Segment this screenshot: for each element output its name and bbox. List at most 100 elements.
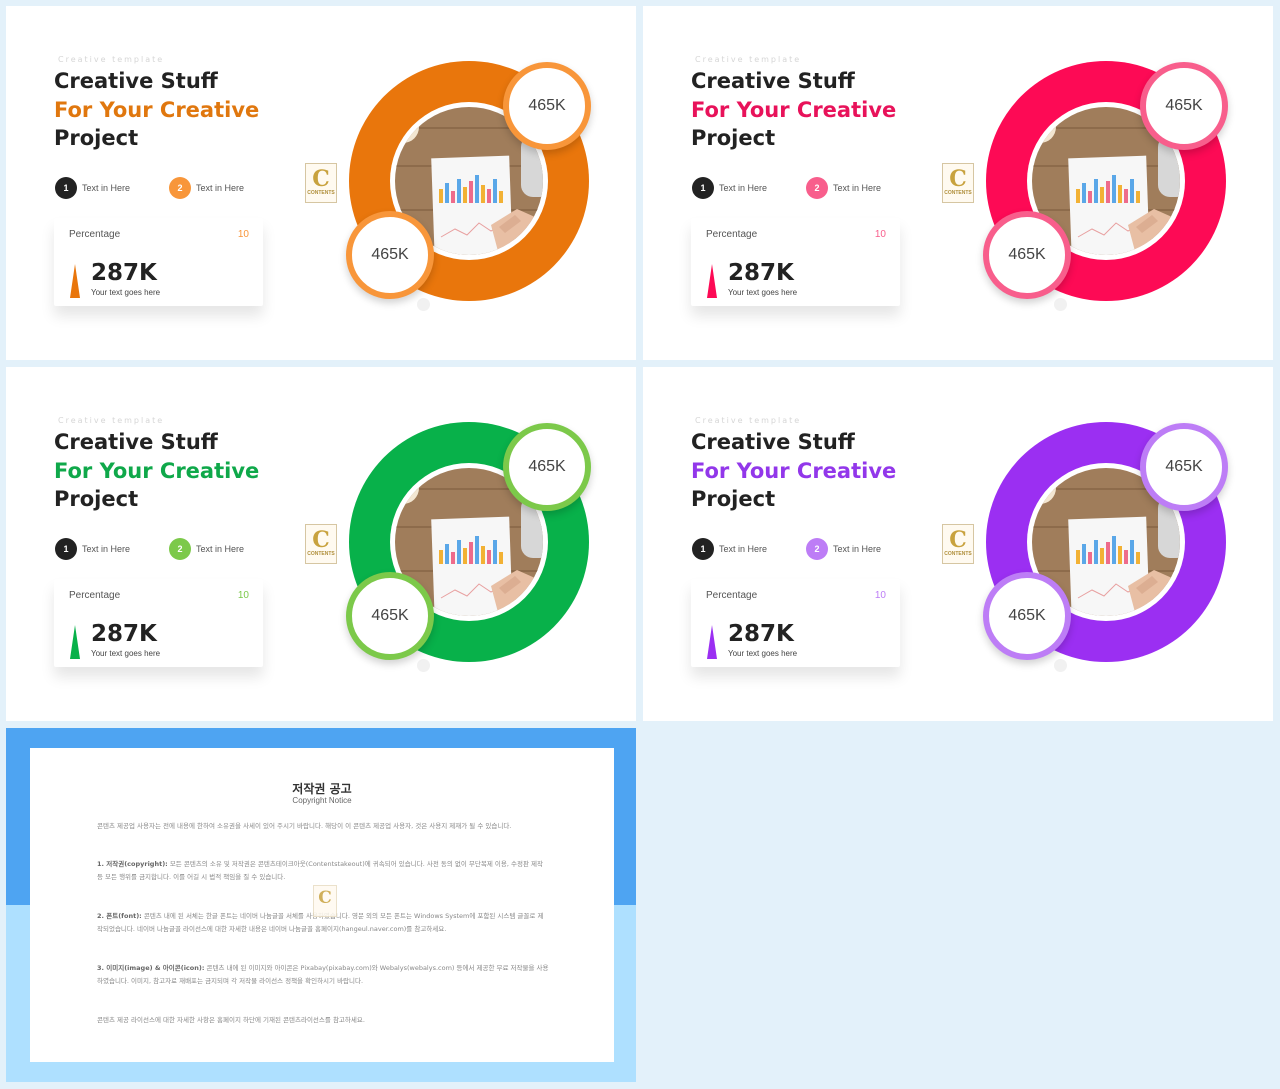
item-1-label: Text in Here: [82, 544, 131, 554]
title-line-1: Creative Stuff: [54, 69, 218, 93]
item-2-label: Text in Here: [833, 183, 882, 193]
triangle-icon: [70, 625, 80, 659]
logo-text: CONTENTS: [307, 551, 335, 557]
item-2-number: 2: [169, 538, 191, 560]
title-line-2: For Your Creative: [54, 459, 260, 483]
creative-slide: Creative template Creative Stuff For You…: [6, 367, 636, 721]
contents-logo: C CONTENTS: [942, 524, 974, 564]
logo-letter: C: [312, 166, 330, 192]
contents-logo: C CONTENTS: [942, 163, 974, 203]
percentage-card: Percentage 10 287K Your text goes here: [54, 579, 263, 667]
card-number: 10: [237, 590, 249, 601]
eyebrow-text: Creative template: [695, 55, 802, 64]
title-line-2: For Your Creative: [691, 459, 897, 483]
title-line-1: Creative Stuff: [691, 430, 855, 454]
card-number: 10: [874, 229, 886, 240]
copyright-section-3-head: 3. 이미지(image) & 아이콘(icon):: [97, 964, 205, 972]
item-2-number: 2: [806, 177, 828, 199]
percentage-card: Percentage 10 287K Your text goes here: [691, 218, 900, 306]
contents-logo: C CONTENTS: [305, 524, 337, 564]
logo-text: CONTENTS: [307, 190, 335, 196]
stat-badge-top: 465K: [503, 423, 591, 511]
item-2-label: Text in Here: [196, 183, 245, 193]
title-line-2: For Your Creative: [54, 98, 260, 122]
title-line-1: Creative Stuff: [691, 69, 855, 93]
card-number: 10: [874, 590, 886, 601]
item-2-number: 2: [806, 538, 828, 560]
title-line-2: For Your Creative: [691, 98, 897, 122]
card-subtext: Your text goes here: [91, 288, 161, 297]
copyright-intro: 콘텐츠 제공업 사용자는 전에 내용에 한하여 소유권을 사세이 있어 주시기 …: [97, 822, 512, 830]
eyebrow-text: Creative template: [695, 416, 802, 425]
item-1-number: 1: [55, 177, 77, 199]
copyright-slide: 저작권 공고 Copyright Notice 콘텐츠 제공업 사용자는 전에 …: [6, 728, 636, 1082]
small-dot: [417, 298, 430, 311]
copyright-paper: 저작권 공고 Copyright Notice 콘텐츠 제공업 사용자는 전에 …: [30, 748, 614, 1062]
triangle-icon: [707, 625, 717, 659]
creative-slide: Creative template Creative Stuff For You…: [643, 367, 1273, 721]
eyebrow-text: Creative template: [58, 416, 165, 425]
stat-badge-bottom: 465K: [983, 211, 1071, 299]
copyright-section-3-body: 콘텐츠 내에 된 이미지와 아이콘은 Pixabay(pixabay.com)와…: [97, 964, 549, 985]
stat-badge-bottom: 465K: [346, 211, 434, 299]
copyright-section-2: 2. 폰트(font): 콘텐츠 내에 된 서체는 한글 폰트는 네이버 나눔글…: [97, 910, 549, 936]
card-label: Percentage: [69, 229, 121, 240]
title-line-3: Project: [691, 126, 776, 150]
copyright-section-2-body: 콘텐츠 내에 된 서체는 한글 폰트는 네이버 나눔글꼴 서체를 사용하였습니다…: [97, 912, 544, 933]
stat-badge-top: 465K: [1140, 423, 1228, 511]
item-1-label: Text in Here: [719, 544, 768, 554]
item-1-number: 1: [692, 538, 714, 560]
logo-letter: C: [312, 527, 330, 553]
copyright-section-2-head: 2. 폰트(font):: [97, 912, 142, 920]
contents-logo: C CONTENTS: [305, 163, 337, 203]
logo-letter: C: [949, 166, 967, 192]
triangle-icon: [70, 264, 80, 298]
copyright-title: 저작권 공고: [292, 782, 352, 796]
item-2-label: Text in Here: [833, 544, 882, 554]
creative-slide: Creative template Creative Stuff For You…: [643, 6, 1273, 360]
title-line-3: Project: [54, 487, 139, 511]
small-dot: [1054, 659, 1067, 672]
stat-badge-top: 465K: [1140, 62, 1228, 150]
title-line-1: Creative Stuff: [54, 430, 218, 454]
copyright-subtitle: Copyright Notice: [292, 796, 352, 805]
item-1-label: Text in Here: [719, 183, 768, 193]
item-2-label: Text in Here: [196, 544, 245, 554]
small-dot: [417, 659, 430, 672]
copyright-outro: 콘텐츠 제공 라이선스에 대한 자세한 사항은 홈페이지 하단에 기재된 콘텐츠…: [97, 1016, 365, 1024]
card-label: Percentage: [706, 229, 758, 240]
card-label: Percentage: [69, 590, 121, 601]
logo-text: CONTENTS: [944, 190, 972, 196]
percentage-card: Percentage 10 287K Your text goes here: [54, 218, 263, 306]
card-number: 10: [237, 229, 249, 240]
logo-text: CONTENTS: [944, 551, 972, 557]
card-value: 287K: [728, 260, 794, 286]
copyright-section-3: 3. 이미지(image) & 아이콘(icon): 콘텐츠 내에 된 이미지와…: [97, 962, 549, 988]
card-subtext: Your text goes here: [728, 649, 798, 658]
stat-badge-bottom: 465K: [983, 572, 1071, 660]
small-dot: [1054, 298, 1067, 311]
card-label: Percentage: [706, 590, 758, 601]
title-line-3: Project: [691, 487, 776, 511]
copyright-section-1-body: 모든 콘텐츠의 소유 및 저작권은 콘텐츠테이크아웃(Contentstakeo…: [97, 860, 543, 881]
creative-slide: Creative template Creative Stuff For You…: [6, 6, 636, 360]
stat-badge-top: 465K: [503, 62, 591, 150]
card-subtext: Your text goes here: [91, 649, 161, 658]
item-2-number: 2: [169, 177, 191, 199]
percentage-card: Percentage 10 287K Your text goes here: [691, 579, 900, 667]
stat-badge-bottom: 465K: [346, 572, 434, 660]
item-1-number: 1: [692, 177, 714, 199]
triangle-icon: [707, 264, 717, 298]
item-1-number: 1: [55, 538, 77, 560]
logo-letter: C: [949, 527, 967, 553]
title-line-3: Project: [54, 126, 139, 150]
eyebrow-text: Creative template: [58, 55, 165, 64]
card-value: 287K: [91, 621, 157, 647]
copyright-section-1-head: 1. 저작권(copyright):: [97, 860, 168, 868]
card-subtext: Your text goes here: [728, 288, 798, 297]
card-value: 287K: [728, 621, 794, 647]
copyright-section-1: 1. 저작권(copyright): 모든 콘텐츠의 소유 및 저작권은 콘텐츠…: [97, 858, 549, 884]
card-value: 287K: [91, 260, 157, 286]
item-1-label: Text in Here: [82, 183, 131, 193]
contents-logo-watermark: C: [313, 885, 337, 917]
